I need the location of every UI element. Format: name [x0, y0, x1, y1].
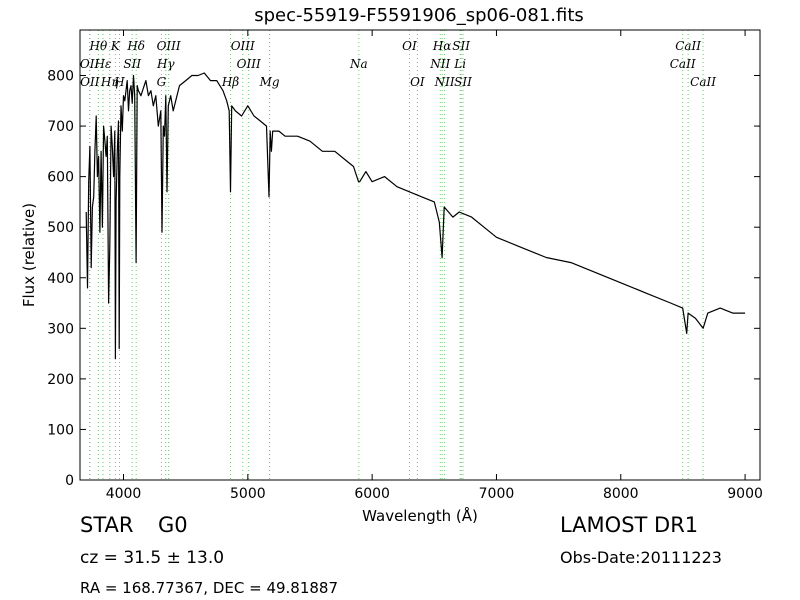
spectral-line-label: OIII: [237, 57, 261, 71]
spectral-line-label: Hη: [100, 75, 119, 89]
y-tick-label: 400: [47, 271, 74, 287]
y-tick-label: 100: [47, 422, 74, 438]
x-tick-label: 8000: [603, 486, 639, 502]
ra-dec-coordinates: RA = 168.77367, DEC = 49.81887: [80, 579, 339, 597]
spectral-line-label: Li: [453, 57, 466, 71]
redshift-cz: cz = 31.5 ± 13.0: [80, 548, 225, 568]
spectral-line-label: Na: [349, 57, 368, 71]
chart-title: spec-55919-F5591906_sp06-081.fits: [254, 5, 584, 26]
spectral-line-label: CaII: [690, 75, 716, 89]
spectral-line-label: Hθ: [89, 39, 108, 53]
survey-name: LAMOST DR1: [560, 513, 699, 537]
spectral-line-label: CaII: [675, 39, 701, 53]
spectrum-series: [85, 72, 746, 360]
spectral-line-label: SII: [123, 57, 141, 71]
spectral-line-markers: [89, 30, 704, 480]
spectral-line-label: Hγ: [156, 57, 175, 71]
spectral-line-label: OII: [80, 57, 100, 71]
object-subclass: G0: [158, 513, 188, 537]
spectral-line-label: SII: [454, 75, 472, 89]
y-tick-label: 700: [47, 119, 74, 135]
spectral-line-label: OI: [402, 39, 417, 53]
y-tick-label: 300: [47, 321, 74, 337]
spectrum-line-0: [85, 72, 746, 360]
spectral-line-label: OIII: [231, 39, 255, 53]
x-tick-label: 4000: [106, 486, 142, 502]
spectral-line-label: Hε: [94, 57, 112, 71]
spectral-line-label: H: [113, 75, 125, 89]
axis-ticks: 4000 5000 6000 7000 8000 9000 0 100 200 300 400 500…: [47, 30, 763, 502]
spectral-line-label: OI: [410, 75, 425, 89]
spectral-line-label: G: [157, 75, 167, 89]
spectral-line-label: Mg: [259, 75, 280, 89]
spectral-line-label: Hβ: [221, 75, 239, 89]
y-tick-label: 600: [47, 170, 74, 186]
observation-date: Obs-Date:20111223: [560, 548, 722, 567]
spectral-line-label: NII: [434, 75, 455, 89]
y-tick-label: 200: [47, 372, 74, 388]
spectral-line-label: NII: [429, 57, 450, 71]
x-tick-label: 9000: [727, 486, 763, 502]
plot-frame: [79, 29, 761, 481]
y-axis-label: Flux (relative): [20, 203, 38, 307]
x-tick-label: 6000: [354, 486, 390, 502]
spectral-line-label: K: [110, 39, 121, 53]
spectral-line-label: Hδ: [126, 39, 145, 53]
spectral-line-label: OII: [80, 75, 100, 89]
y-tick-label: 800: [47, 69, 74, 85]
x-tick-label: 5000: [230, 486, 266, 502]
y-tick-label: 0: [65, 473, 74, 489]
spectral-line-label: OIII: [157, 39, 181, 53]
x-tick-label: 7000: [479, 486, 515, 502]
spectral-line-label: SII: [452, 39, 470, 53]
x-axis-label: Wavelength (Å): [362, 506, 478, 525]
spectral-line-label: Hα: [432, 39, 452, 53]
spectral-line-label: CaII: [670, 57, 696, 71]
y-tick-label: 500: [47, 220, 74, 236]
object-class: STAR: [80, 513, 134, 537]
